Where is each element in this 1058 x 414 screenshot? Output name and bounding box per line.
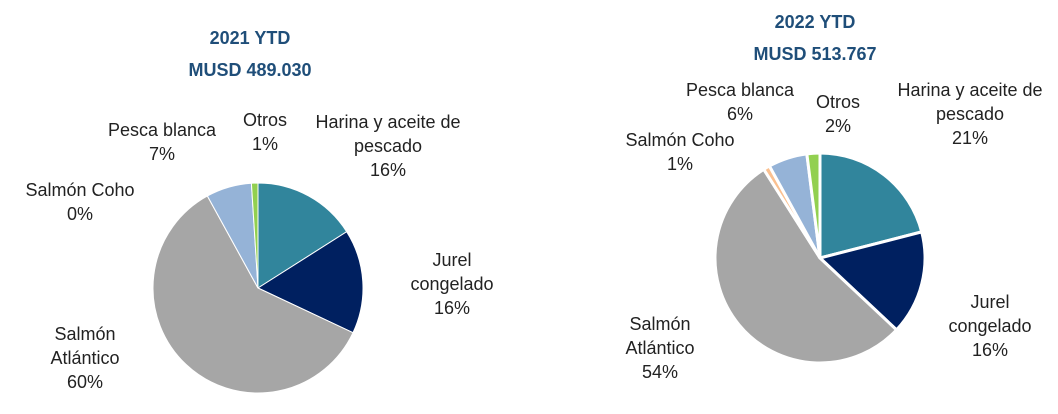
pie-slice	[152, 195, 354, 394]
slice-label: Harina y aceite de pescado 16%	[308, 110, 468, 182]
value-label: 54%	[641, 362, 679, 382]
slice-label: Otros 2%	[808, 90, 868, 138]
pie-slice	[257, 182, 348, 289]
category-label: Otros	[815, 92, 860, 112]
category-label: Otros	[242, 110, 287, 130]
value-label: 2%	[824, 116, 851, 136]
chart-title: 2022 YTD	[774, 12, 856, 32]
slice-label: Jurel congelado 16%	[402, 248, 502, 320]
category-label: Harina y aceite de pescado	[315, 112, 461, 156]
value-label: 16%	[369, 160, 407, 180]
slice-label: Salmón Atlántico 54%	[610, 312, 710, 384]
chart-subtitle: MUSD 489.030	[188, 60, 312, 80]
value-label: 1%	[251, 134, 278, 154]
pie-slice	[250, 182, 259, 289]
slice-label: Pesca blanca 6%	[675, 78, 805, 126]
value-label: 16%	[971, 340, 1009, 360]
value-label: 0%	[66, 204, 93, 224]
category-label: Jurel congelado	[948, 292, 1032, 336]
value-label: 21%	[951, 128, 989, 148]
value-label: 1%	[666, 154, 693, 174]
category-label: Salmón Atlántico	[50, 324, 120, 368]
slice-label: Salmón Coho 0%	[10, 178, 150, 226]
pie-slice	[713, 167, 899, 365]
slice-label: Pesca blanca 7%	[97, 118, 227, 166]
pie-slice	[256, 231, 364, 334]
chart-title: 2021 YTD	[209, 28, 291, 48]
category-label: Salmón Coho	[25, 180, 135, 200]
category-label: Pesca blanca	[685, 80, 795, 100]
value-label: 7%	[148, 144, 175, 164]
category-label: Jurel congelado	[410, 250, 494, 294]
pie-slice	[816, 230, 927, 332]
chart-subtitle: MUSD 513.767	[753, 44, 877, 64]
slice-label: Harina y aceite de pescado 21%	[890, 78, 1050, 150]
category-label: Salmón Atlántico	[625, 314, 695, 358]
pie-slice	[818, 151, 924, 260]
value-label: 16%	[433, 298, 471, 318]
category-label: Pesca blanca	[107, 120, 217, 140]
pie-slice	[805, 151, 822, 259]
slice-label: Otros 1%	[235, 108, 295, 156]
category-label: Harina y aceite de pescado	[897, 80, 1043, 124]
value-label: 6%	[726, 104, 753, 124]
value-label: 60%	[66, 372, 104, 392]
slice-label: Jurel congelado 16%	[940, 290, 1040, 362]
category-label: Salmón Coho	[625, 130, 735, 150]
slice-label: Salmón Coho 1%	[610, 128, 750, 176]
slice-label: Salmón Atlántico 60%	[35, 322, 135, 394]
